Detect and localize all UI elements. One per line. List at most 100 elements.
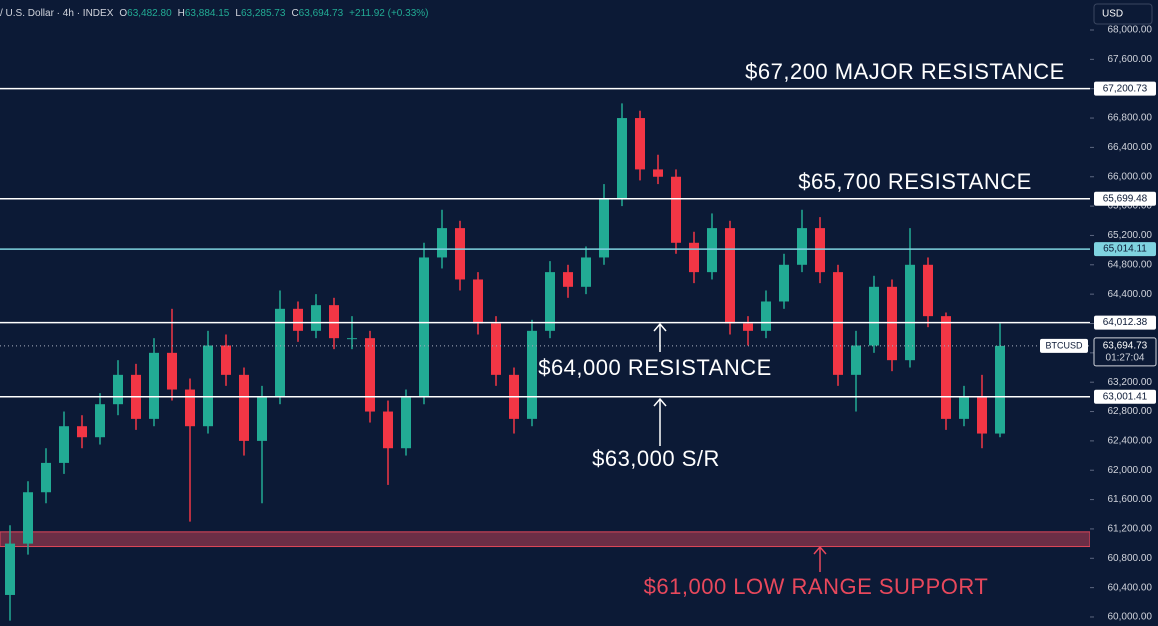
header-field: O [119,8,127,19]
countdown: 01:27:04 [1106,353,1145,364]
level-tag-label: 63,001.41 [1103,391,1148,402]
candle-body [329,305,339,339]
y-tick-label: 68,000.00 [1108,25,1153,36]
candle-body [473,279,483,324]
header-field: H [178,8,185,19]
arrow-head [653,397,667,407]
level-tag [1094,191,1156,206]
currency-label: USD [1102,9,1123,20]
candle-body [185,389,195,427]
level-tag-label: 65,699.48 [1103,193,1148,204]
price-axis [1090,0,1158,626]
candle-body [59,426,69,463]
y-tick-label: 63,200.00 [1108,377,1153,388]
y-tick-label: 60,800.00 [1108,553,1153,564]
level-tag [1094,389,1156,404]
arrow-head [653,322,667,332]
candle-body [257,396,267,441]
annotation: $65,700 RESISTANCE [798,169,1032,194]
candle-body [833,272,843,375]
candle-body [95,404,105,438]
candle-body [347,338,357,340]
candle-body [653,169,663,177]
candle-body [797,228,807,265]
candle-body [455,228,465,280]
y-tick-label: 62,800.00 [1108,406,1153,417]
price-tag [1093,337,1157,367]
candle-body [77,426,87,438]
level-tag [1094,242,1156,257]
candle-body [599,198,609,258]
level-tag-label: 65,014.11 [1103,244,1147,255]
symbol-tag [1040,338,1088,353]
header-field: / U.S. Dollar · 4h · INDEX [0,8,114,19]
symbol-tag-label: BTCUSD [1045,340,1083,350]
candle-body [851,345,861,375]
y-tick-label: 60,000.00 [1108,612,1153,623]
candle-body [545,272,555,331]
annotation: $64,000 RESISTANCE [538,355,772,380]
candle-body [995,345,1005,434]
candle-body [959,396,969,419]
candle-body [725,228,735,324]
arrow-head [813,545,827,555]
support-zone [0,531,1091,548]
candle-body [671,176,681,243]
level-tag [1094,81,1156,96]
candle-body [203,345,213,427]
y-tick-label: 61,600.00 [1108,494,1153,505]
candle-body [221,345,231,375]
header-field: 63,884.15 [185,8,230,19]
candle-body [977,396,987,434]
candle-body [23,492,33,544]
header-field: C [291,8,298,19]
candle-body [491,323,501,375]
y-tick-label: 62,000.00 [1108,465,1153,476]
candle-body [41,462,51,493]
candle-body [905,264,915,361]
currency-button[interactable] [1093,3,1153,25]
candle-body [437,228,447,258]
candle-body [275,308,285,397]
y-tick-label: 65,200.00 [1108,230,1153,241]
annotation: $61,000 LOW RANGE SUPPORT [644,574,989,599]
candle-body [815,228,825,273]
candle-body [563,272,573,287]
candle-body [419,257,429,397]
level-tag [1094,315,1156,330]
header-field: 63,482.80 [127,8,172,19]
header-field: 63,694.73 [299,8,344,19]
price-tag-label: 63,694.73 [1103,341,1148,352]
y-tick-label: 64,400.00 [1108,289,1153,300]
level-tag-label: 67,200.73 [1103,83,1148,94]
header-field: L [235,8,241,19]
candle-body [311,305,321,331]
annotation: $67,200 MAJOR RESISTANCE [745,59,1065,84]
header: / U.S. Dollar · 4h · INDEX O63,482.80 H63,… [0,8,429,19]
candle-body [941,316,951,419]
candle-body [887,286,897,361]
candle-body [743,323,753,331]
y-tick-label: 66,400.00 [1108,142,1153,153]
header-field: +211.92 (+0.33%) [349,8,428,19]
y-tick-label: 61,200.00 [1108,524,1153,535]
candle-body [635,118,645,170]
header-field: 63,285.73 [241,8,286,19]
candle-body [761,301,771,331]
candle-body [923,264,933,317]
candle-body [113,374,123,405]
candle-body [617,118,627,199]
candle-body [779,264,789,302]
y-tick-label: 66,800.00 [1108,113,1153,124]
y-tick-label: 67,600.00 [1108,54,1153,65]
level-tag-label: 64,012.38 [1103,317,1148,328]
candle-body [167,352,177,390]
annotation: $63,000 S/R [592,446,720,471]
candle-body [239,374,249,441]
candle-body [527,330,537,419]
candle-body [707,228,717,273]
candle-body [689,242,699,273]
y-tick-label: 60,400.00 [1108,582,1153,593]
